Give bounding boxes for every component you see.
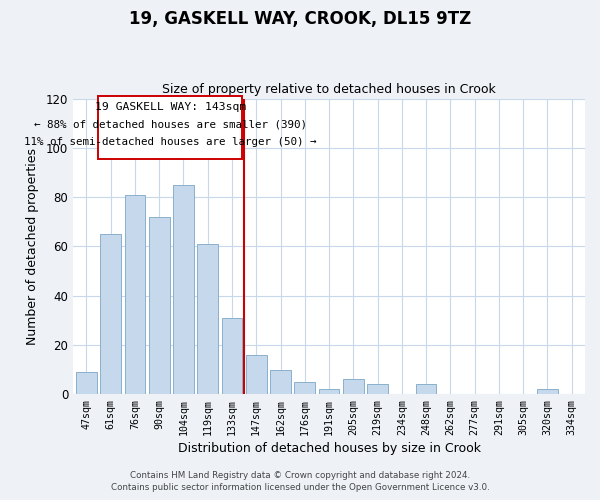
Bar — [295, 382, 315, 394]
Bar — [173, 185, 194, 394]
Text: 11% of semi-detached houses are larger (50) →: 11% of semi-detached houses are larger (… — [24, 136, 316, 146]
Text: 19, GASKELL WAY, CROOK, DL15 9TZ: 19, GASKELL WAY, CROOK, DL15 9TZ — [129, 10, 471, 28]
Bar — [416, 384, 436, 394]
Bar — [537, 390, 558, 394]
Bar — [197, 244, 218, 394]
X-axis label: Distribution of detached houses by size in Crook: Distribution of detached houses by size … — [178, 442, 481, 455]
Bar — [221, 318, 242, 394]
Bar — [246, 355, 266, 394]
Bar — [319, 390, 340, 394]
Text: ← 88% of detached houses are smaller (390): ← 88% of detached houses are smaller (39… — [34, 120, 307, 130]
Bar — [343, 380, 364, 394]
Text: 19 GASKELL WAY: 143sqm: 19 GASKELL WAY: 143sqm — [95, 102, 246, 113]
Title: Size of property relative to detached houses in Crook: Size of property relative to detached ho… — [162, 83, 496, 96]
Bar — [98, 96, 242, 159]
Bar — [270, 370, 291, 394]
Text: Contains HM Land Registry data © Crown copyright and database right 2024.
Contai: Contains HM Land Registry data © Crown c… — [110, 471, 490, 492]
Bar — [149, 217, 170, 394]
Bar — [76, 372, 97, 394]
Bar — [125, 194, 145, 394]
Bar — [367, 384, 388, 394]
Y-axis label: Number of detached properties: Number of detached properties — [26, 148, 39, 345]
Bar — [100, 234, 121, 394]
